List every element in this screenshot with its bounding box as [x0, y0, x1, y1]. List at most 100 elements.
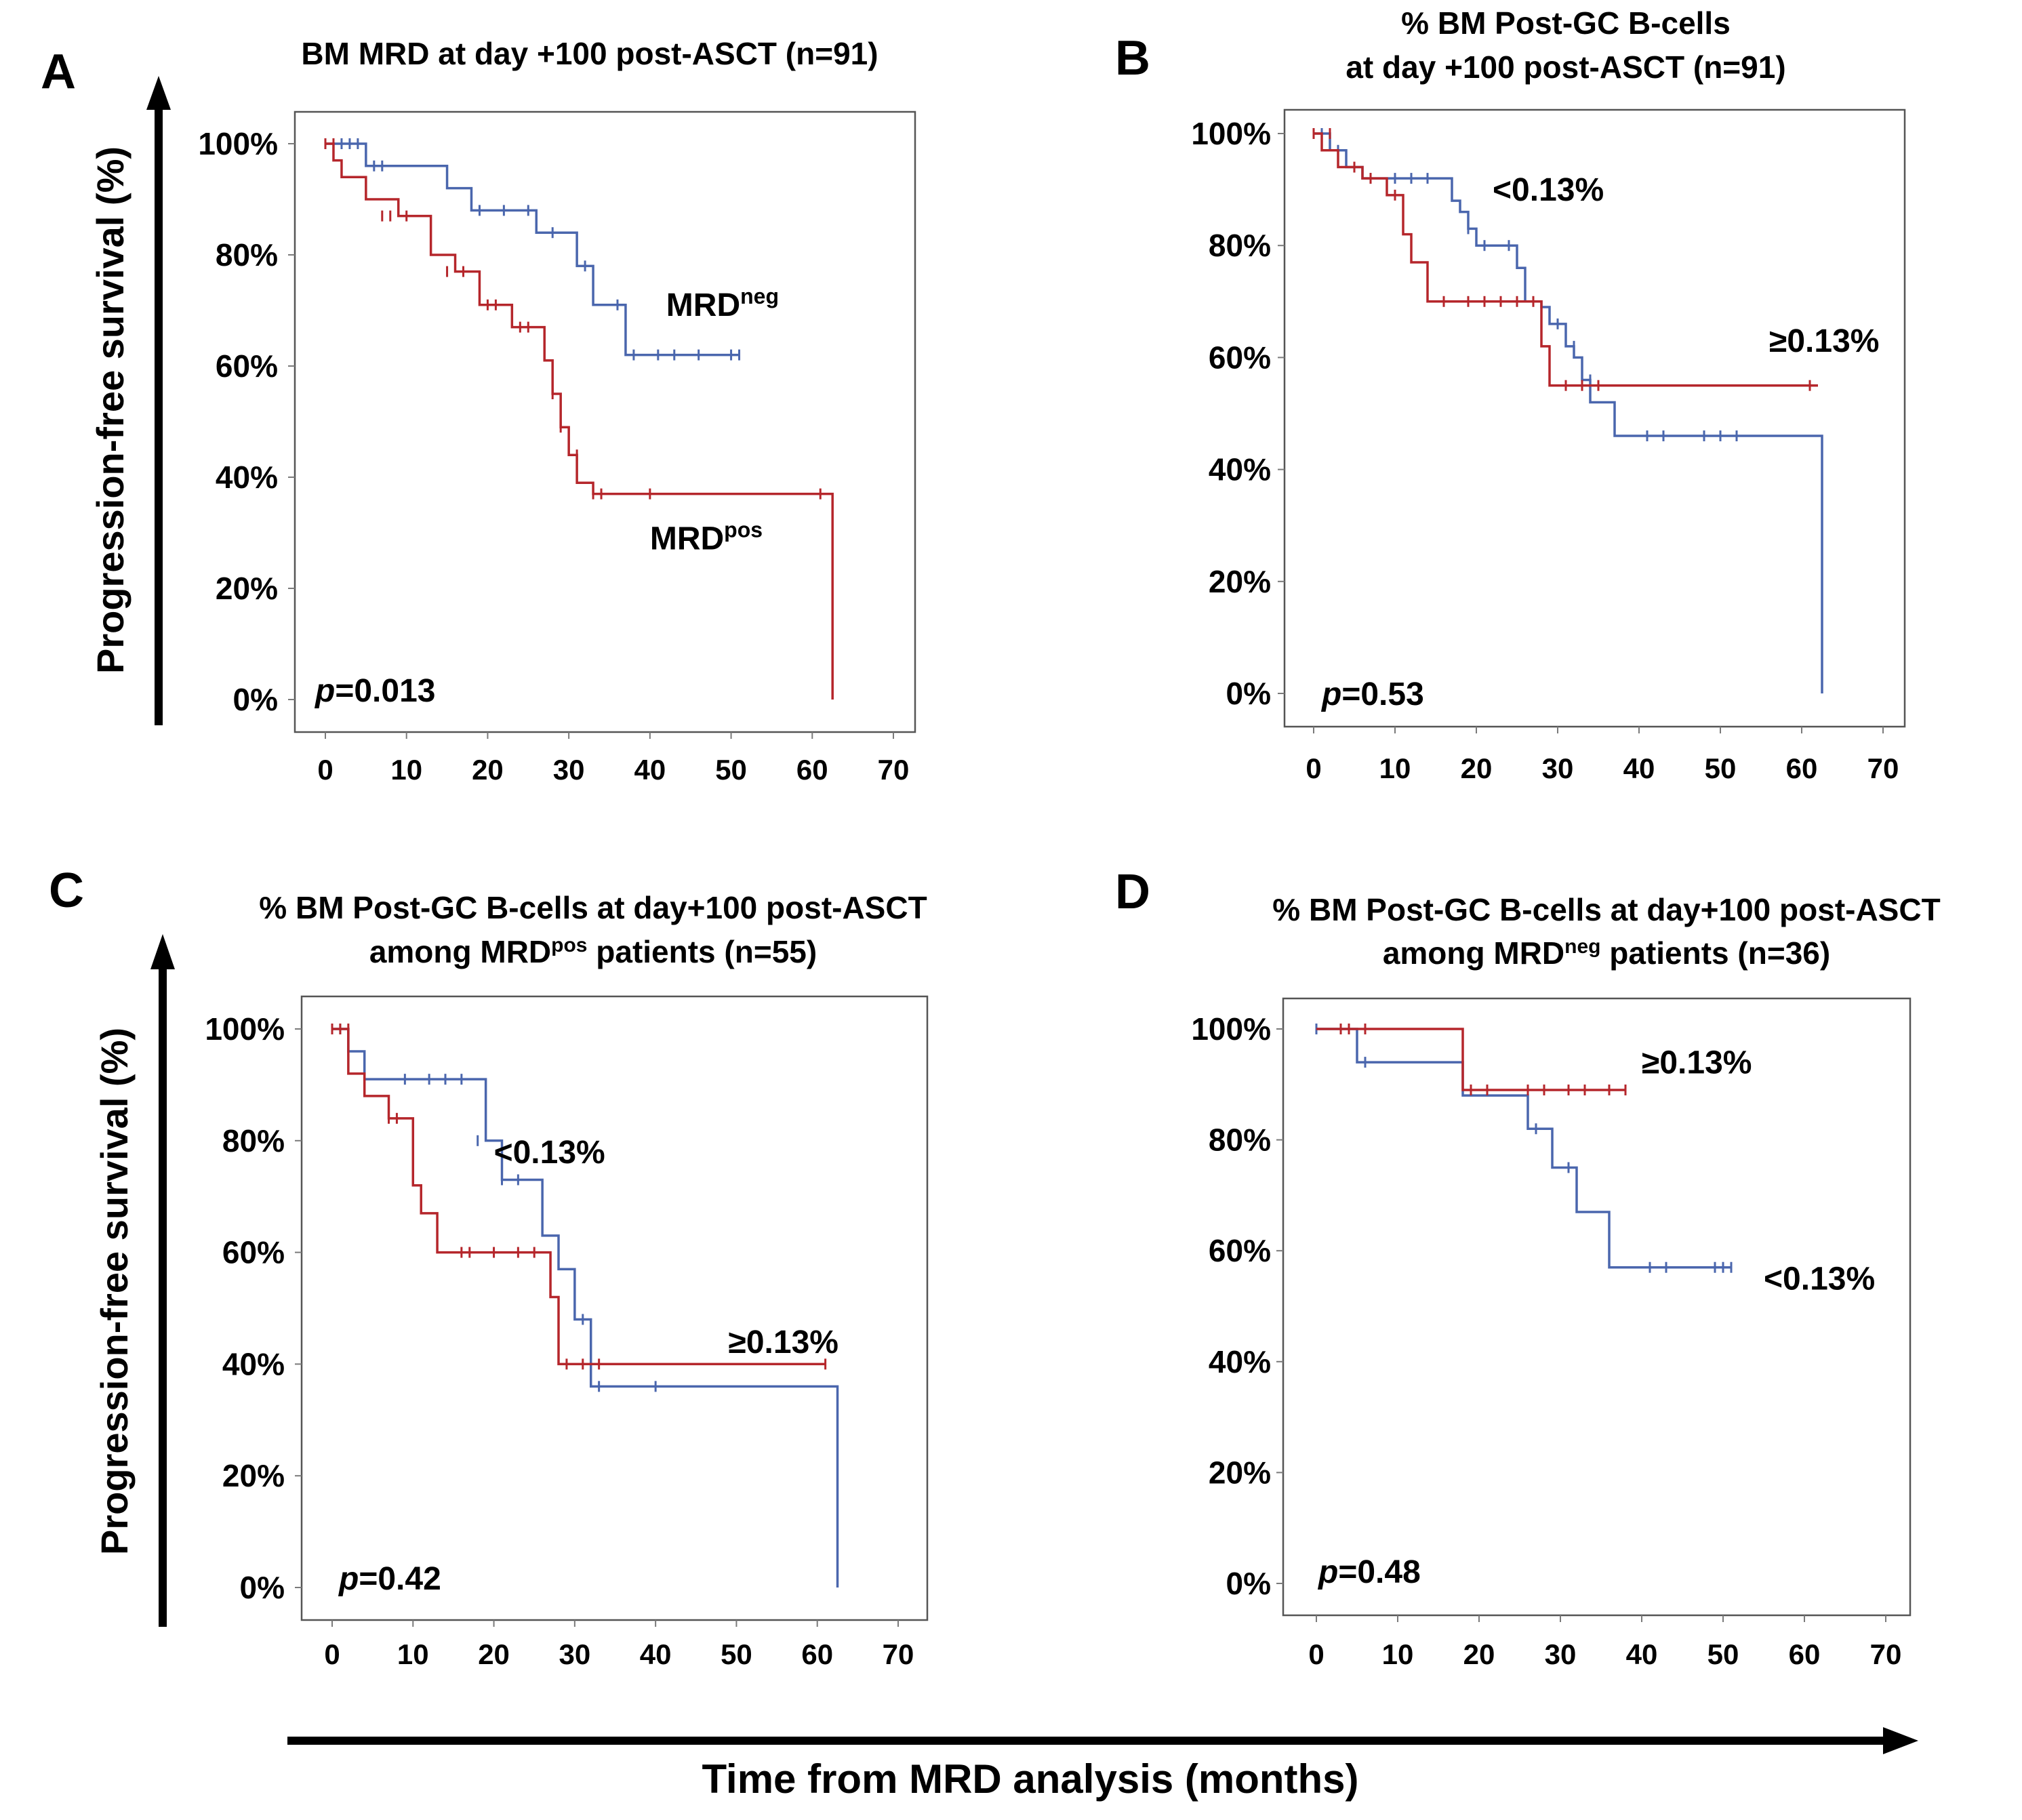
panel-title-line: among MRDpos patients (n=55) [369, 934, 817, 970]
p-value-number: =0.013 [335, 673, 435, 709]
x-tick-label: 40 [1623, 752, 1655, 784]
km-curve-blue [325, 142, 740, 357]
x-tick-label: 60 [801, 1638, 833, 1670]
p-symbol: p [1320, 676, 1341, 712]
panel-title-line: among MRDneg patients (n=36) [1383, 935, 1830, 971]
x-tick-label: 50 [1707, 1638, 1739, 1670]
p-value-number: =0.42 [359, 1561, 441, 1597]
series-annotation: MRDpos [650, 518, 763, 557]
series-annotation: <0.13% [1764, 1261, 1875, 1297]
p-value-number: =0.53 [1341, 676, 1423, 712]
annotation-text: <0.13% [1493, 172, 1604, 208]
y-tick-label: 80% [216, 237, 278, 272]
series-annotation: <0.13% [1493, 172, 1604, 208]
panel-b: B % BM Post-GC B-cells at day +100 post-AS… [1115, 5, 1906, 784]
x-tick-label: 40 [634, 754, 666, 786]
y-tick-label: 60% [1209, 340, 1271, 375]
y-axis-label-top: Progression-free survival (%) [89, 146, 132, 674]
y-tick-label: 0% [1226, 1566, 1271, 1601]
y-tick-label: 40% [216, 460, 278, 495]
title-run: among MRD [1383, 935, 1564, 971]
x-tick-label: 60 [796, 754, 828, 786]
title-run: % BM Post-GC B-cells [1401, 5, 1731, 41]
y-tick-label: 20% [1209, 564, 1271, 599]
x-tick-label: 30 [1545, 1638, 1577, 1670]
title-run: % BM Post-GC B-cells at day+100 post-ASC… [1272, 892, 1940, 927]
annotation-text: ≥0.13% [729, 1324, 838, 1360]
y-tick-label: 100% [1191, 1011, 1271, 1047]
x-tick-label: 0 [1308, 1638, 1324, 1670]
x-tick-label: 10 [1382, 1638, 1414, 1670]
annotation-text: ≥0.13% [1642, 1045, 1752, 1080]
x-tick-label: 50 [715, 754, 747, 786]
y-tick-label: 0% [240, 1570, 285, 1605]
x-tick-label: 0 [1306, 752, 1321, 784]
x-tick-label: 30 [559, 1638, 590, 1670]
annotation-text: MRD [650, 521, 724, 557]
annotation-text: <0.13% [494, 1135, 605, 1171]
x-tick-label: 60 [1786, 752, 1818, 784]
title-superscript: neg [1564, 935, 1600, 958]
panel-letter: A [41, 45, 76, 99]
plot-frame [300, 995, 929, 1621]
km-curve-blue [332, 1028, 839, 1588]
panel-title-line: % BM Post-GC B-cells at day+100 post-ASC… [259, 890, 927, 925]
x-tick-label: 20 [1463, 1638, 1495, 1670]
panel-d: D % BM Post-GC B-cells at day+100 post-AS… [1115, 865, 1941, 1670]
y-tick-label: 100% [1191, 116, 1271, 151]
series-annotation: ≥0.13% [1769, 323, 1879, 359]
annotation-text: ≥0.13% [1769, 323, 1879, 359]
x-tick-label: 40 [1626, 1638, 1658, 1670]
x-tick-label: 30 [553, 754, 585, 786]
panel-c: C % BM Post-GC B-cells at day+100 post-AS… [49, 864, 929, 1670]
p-value: p=0.48 [1317, 1554, 1421, 1590]
panel-title-line: BM MRD at day +100 post-ASCT (n=91) [301, 36, 878, 71]
panel-letter: C [49, 864, 84, 918]
plot-frame [1283, 108, 1906, 728]
series-annotation: ≥0.13% [729, 1324, 838, 1360]
y-tick-label: 100% [205, 1011, 285, 1047]
y-axis-arrow-top-head [146, 76, 171, 110]
title-superscript: pos [551, 934, 587, 956]
km-curve-red [1316, 1028, 1625, 1091]
x-tick-label: 10 [397, 1638, 429, 1670]
p-symbol: p [1317, 1554, 1338, 1590]
y-tick-label: 40% [1209, 1344, 1271, 1379]
y-tick-label: 0% [233, 682, 278, 717]
annotation-text: MRD [666, 287, 740, 323]
y-tick-label: 100% [198, 126, 278, 161]
y-axis-label-bottom: Progression-free survival (%) [93, 1028, 136, 1555]
annotation-text: <0.13% [1764, 1261, 1875, 1297]
x-axis-arrow-head [1883, 1727, 1918, 1754]
y-tick-label: 40% [1209, 452, 1271, 487]
panel-title-line: at day +100 post-ASCT (n=91) [1346, 49, 1785, 85]
x-tick-label: 20 [472, 754, 504, 786]
x-tick-label: 70 [883, 1638, 914, 1670]
x-tick-label: 70 [1870, 1638, 1902, 1670]
annotation-superscript: neg [740, 284, 779, 308]
x-tick-label: 70 [1867, 752, 1899, 784]
plot-frame [294, 110, 916, 733]
title-run: % BM Post-GC B-cells at day+100 post-ASC… [259, 890, 927, 925]
p-value: p=0.42 [338, 1561, 441, 1597]
y-tick-label: 60% [216, 348, 278, 384]
km-curve-blue [1316, 1028, 1731, 1269]
y-tick-label: 80% [222, 1123, 285, 1158]
panel-a: A BM MRD at day +100 post-ASCT (n=91) 0% 20… [41, 36, 916, 786]
x-tick-label: 50 [1705, 752, 1737, 784]
title-run: patients (n=55) [587, 934, 817, 969]
x-tick-label: 60 [1789, 1638, 1821, 1670]
y-tick-label: 20% [222, 1458, 285, 1493]
title-run: BM MRD at day +100 post-ASCT (n=91) [301, 36, 878, 71]
x-tick-label: 10 [390, 754, 422, 786]
annotation-superscript: pos [724, 518, 763, 542]
x-tick-label: 70 [878, 754, 910, 786]
km-curve-blue [1314, 132, 1823, 693]
plot-frame [1282, 997, 1912, 1617]
p-value-number: =0.48 [1338, 1554, 1420, 1590]
p-value: p=0.53 [1320, 676, 1424, 712]
x-tick-label: 50 [721, 1638, 752, 1670]
y-tick-label: 0% [1226, 676, 1271, 711]
x-tick-label: 10 [1379, 752, 1411, 784]
